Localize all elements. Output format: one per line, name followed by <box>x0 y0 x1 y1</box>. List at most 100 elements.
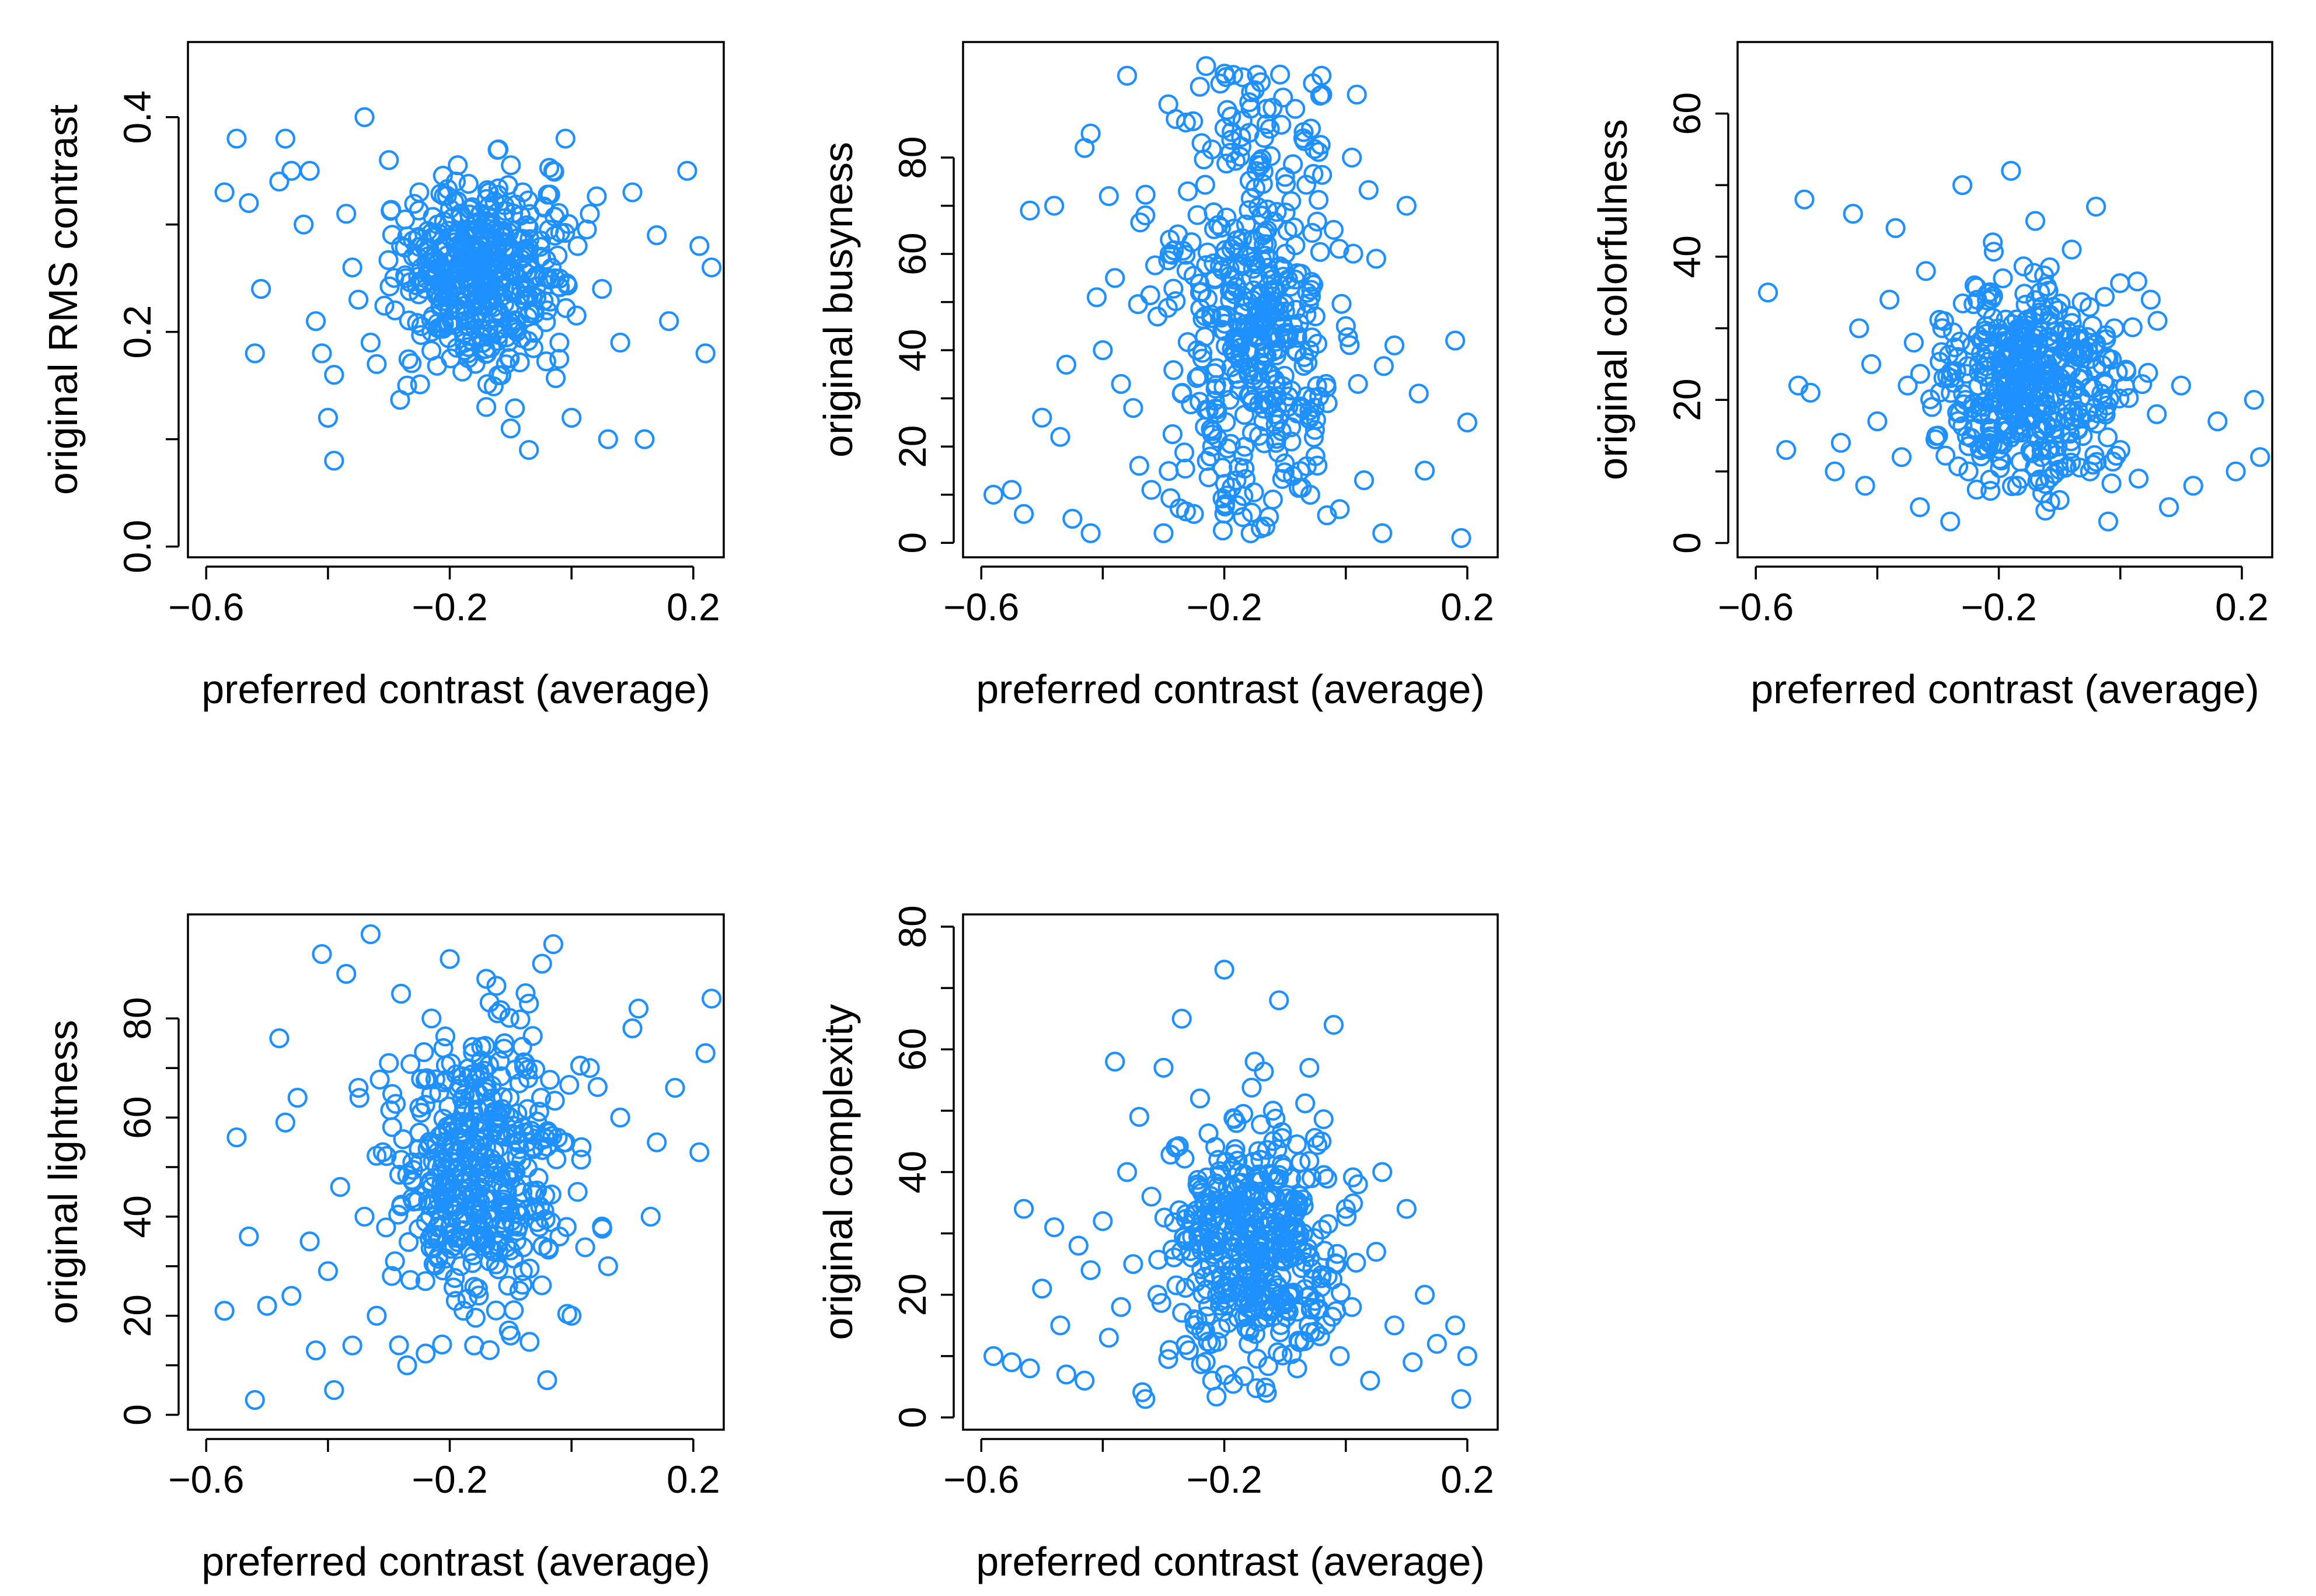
y-tick-label: 40 <box>891 1151 934 1193</box>
scatter-point <box>1151 1293 1171 1313</box>
scatter-point <box>421 1008 442 1029</box>
scatter-point <box>1384 335 1405 355</box>
scatter-point <box>1197 242 1218 263</box>
scatter-point <box>1372 523 1393 543</box>
scatter-point <box>2226 461 2246 481</box>
scatter-point <box>493 1087 513 1108</box>
scatter-point <box>494 1038 514 1059</box>
scatter-point <box>381 200 402 220</box>
scatter-point <box>487 1003 508 1024</box>
scatter-point <box>1214 64 1235 84</box>
scatter-point <box>2027 471 2048 492</box>
scatter-point <box>1973 329 1993 350</box>
scatter-point <box>2073 365 2093 386</box>
x-axis-title: preferred contrast (average) <box>976 1539 1485 1584</box>
scatter-point <box>2158 497 2179 518</box>
scatter-point <box>546 1149 567 1169</box>
scatter-point <box>1044 195 1065 216</box>
scatter-point <box>575 1237 595 1258</box>
scatter-point <box>1990 458 2010 479</box>
scatter-point <box>1426 1333 1447 1354</box>
x-tick-label: 0.2 <box>667 585 720 628</box>
scatter-point <box>1253 161 1274 181</box>
scatter-point <box>500 418 521 439</box>
scatter-point <box>1176 1335 1196 1355</box>
scatter-point <box>530 1196 550 1217</box>
x-axis-title: preferred contrast (average) <box>976 666 1485 712</box>
scatter-point <box>1987 318 2008 339</box>
scatter-point <box>1257 1140 1277 1160</box>
scatter-point <box>1302 327 1322 348</box>
scatter-point <box>1204 363 1225 383</box>
scatter-point <box>515 1052 535 1073</box>
scatter-point <box>1291 264 1312 284</box>
scatter-point <box>1329 239 1349 259</box>
scatter-point <box>1252 205 1272 226</box>
scatter-point <box>1982 289 2002 309</box>
scatter-point <box>464 219 484 240</box>
scatter-point <box>1313 1109 1334 1130</box>
scatter-point <box>1273 88 1293 108</box>
scatter-point <box>2132 374 2153 394</box>
scatter-point <box>1293 355 1314 376</box>
scatter-point <box>665 1078 685 1098</box>
scatter-point <box>1303 163 1324 184</box>
x-axis-title: preferred contrast (average) <box>201 1539 710 1584</box>
scatter-point <box>1980 481 2001 501</box>
scatter-point <box>1241 82 1261 103</box>
scatter-point <box>1218 1271 1239 1291</box>
scatter-point <box>610 332 630 353</box>
scatter-point <box>318 407 339 428</box>
scatter-point <box>2073 426 2093 446</box>
scatter-point <box>416 1343 436 1364</box>
scatter-point <box>1338 327 1358 348</box>
scatter-point <box>1950 331 1970 352</box>
scatter-point <box>1267 1226 1287 1246</box>
scatter-point <box>1343 243 1363 264</box>
scatter-point <box>376 1217 396 1238</box>
scatter-point <box>1903 332 1924 353</box>
scatter-point <box>443 1277 464 1298</box>
scatter-point <box>435 1026 456 1047</box>
scatter-point <box>1247 1192 1268 1212</box>
scatter-point <box>1272 469 1292 489</box>
scatter-point <box>374 295 395 316</box>
scatter-point <box>400 1054 421 1074</box>
scatter-point <box>1205 378 1226 399</box>
scatter-point <box>432 166 453 186</box>
scatter-point <box>677 160 697 181</box>
scatter-point <box>400 281 420 301</box>
scatter-point <box>1208 428 1228 449</box>
scatter-point <box>1163 278 1184 299</box>
scatter-point <box>622 1018 643 1039</box>
scatter-point <box>524 1139 544 1160</box>
x-tick-label: −0.2 <box>411 1458 487 1501</box>
scatter-point <box>275 128 296 149</box>
scatter-point <box>536 351 556 372</box>
scatter-point <box>1153 1057 1174 1078</box>
scatter-point <box>598 1256 618 1276</box>
scatter-point <box>382 1266 402 1286</box>
scatter-point <box>512 229 533 249</box>
scatter-point <box>397 226 417 247</box>
scatter-point <box>2001 476 2022 497</box>
scatter-point <box>1916 261 1936 281</box>
x-tick-label: −0.6 <box>943 585 1019 628</box>
scatter-point <box>537 1370 557 1391</box>
scatter-point <box>2101 473 2122 494</box>
scatter-point <box>1265 414 1286 435</box>
scatter-point <box>407 1191 428 1211</box>
scatter-point <box>420 1238 441 1259</box>
scatter-point <box>1050 1315 1070 1336</box>
scatter-point <box>1241 502 1262 523</box>
scatter-point <box>1080 123 1101 144</box>
scatter-point <box>1111 373 1131 394</box>
y-tick-label: 80 <box>891 136 934 179</box>
scatter-point <box>2026 396 2046 417</box>
scatter-point <box>1231 1274 1251 1295</box>
scatter-point <box>1243 1298 1263 1318</box>
scatter-point <box>1191 1240 1212 1261</box>
scatter-point <box>379 1053 399 1073</box>
scatter-point <box>425 1069 445 1089</box>
